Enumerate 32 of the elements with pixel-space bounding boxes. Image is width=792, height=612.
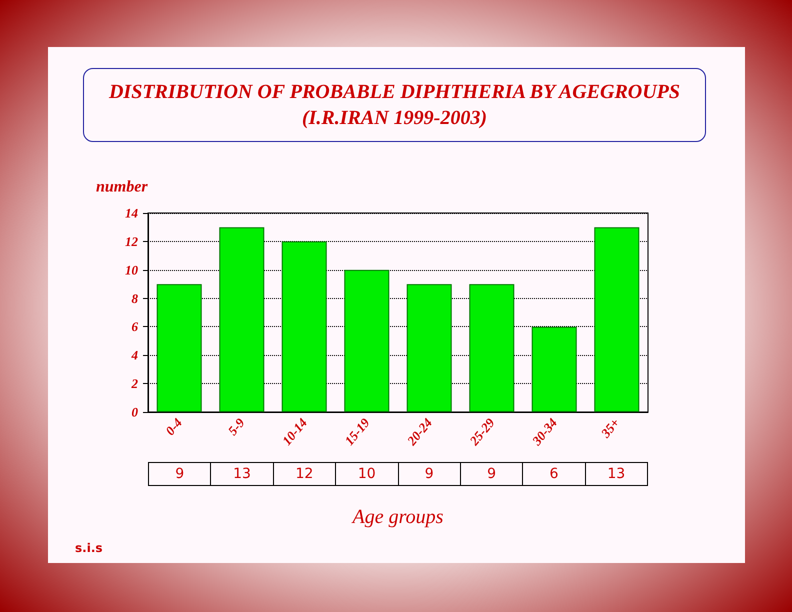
bar [532, 326, 577, 412]
x-tick-label: 5-9 [224, 414, 248, 438]
bar [594, 227, 640, 412]
data-label: 10 [335, 463, 398, 485]
bar [406, 284, 452, 412]
data-label: 9 [460, 463, 522, 485]
y-tick-label: 0 [132, 404, 138, 420]
bar [469, 284, 514, 412]
data-label: 6 [522, 463, 585, 485]
chart-title: DISTRIBUTION OF PROBABLE DIPHTHERIA BY AGEGROUPS [108, 80, 682, 105]
bar [156, 284, 202, 412]
y-tick-label: 12 [125, 234, 138, 249]
y-axis-title: number [96, 178, 148, 196]
y-tick-label: 10 [125, 262, 138, 278]
data-label: 13 [210, 463, 273, 485]
y-tick-label: 6 [132, 319, 138, 334]
data-label: 13 [584, 463, 647, 485]
y-tick-label: 14 [125, 206, 138, 220]
y-tick-label: 8 [132, 290, 138, 306]
data-label: 9 [398, 463, 460, 485]
y-tick-label: 2 [130, 376, 138, 392]
bar [282, 241, 327, 412]
text: s.i.s [75, 541, 103, 555]
x-tick-label: 35+ [597, 415, 622, 442]
data-label: 9 [174, 465, 186, 484]
y-tick-label: 4 [130, 348, 138, 363]
data-label: 12 [272, 463, 336, 485]
chart-subtitle: (I.R.IRAN 1999-2003) [300, 106, 488, 131]
bar [219, 227, 264, 412]
x-tick-label: 0-4 [162, 414, 186, 438]
bar [344, 270, 390, 412]
x-axis-title: Age groups [350, 506, 444, 528]
